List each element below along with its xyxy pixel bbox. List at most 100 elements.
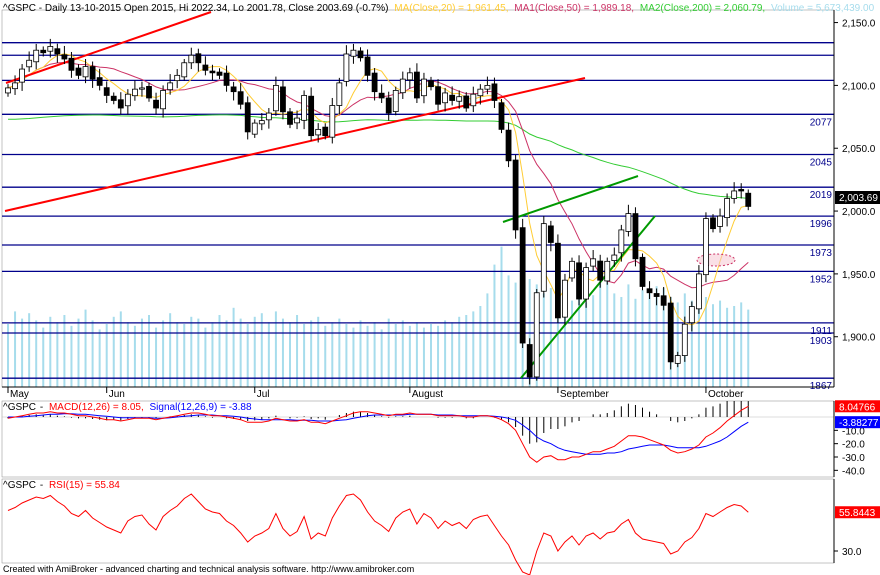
macd-value-tag-box — [835, 400, 880, 413]
signal-line — [8, 413, 749, 455]
trend-line-green-upper — [502, 175, 639, 223]
candle-body — [428, 80, 434, 88]
volume-bar — [465, 315, 468, 387]
volume-bar — [394, 324, 397, 387]
volume-bar — [253, 316, 256, 387]
candle-body — [47, 46, 54, 52]
volume-bar — [585, 302, 588, 387]
volume-bar — [21, 318, 24, 387]
candle-body — [646, 288, 653, 294]
candle-body — [632, 213, 639, 260]
rsi-value-tag: 55.8443 — [839, 508, 876, 519]
volume-bar — [500, 246, 503, 387]
level-label: 1911 — [810, 326, 832, 337]
candle-body — [251, 122, 258, 135]
candle-body — [103, 87, 110, 96]
candle-body — [738, 189, 745, 192]
volume-bar — [542, 293, 545, 387]
x-tick-label: Jul — [257, 389, 270, 400]
macd-tick-label: -10.0 — [842, 426, 865, 437]
price-tick-label: 1,950.0 — [842, 270, 876, 281]
volume-bar — [155, 327, 158, 387]
candle-body — [308, 95, 315, 137]
candle-body — [491, 83, 498, 101]
volume-bar — [592, 295, 595, 387]
volume-bar — [578, 288, 581, 387]
candle-body — [315, 128, 322, 136]
candle-body — [456, 96, 463, 102]
macd-tick-label: -20.0 — [842, 440, 865, 451]
candle-body — [265, 112, 272, 121]
candle-body — [364, 56, 371, 76]
volume-bar — [133, 325, 136, 387]
price-pane: 2,150.0 2,100.0 2,050.0 2,000.0 1,950.0 1,900… — [1, 3, 880, 392]
volume-bar — [620, 297, 623, 387]
candle-body — [329, 105, 336, 138]
volume-bar — [366, 325, 369, 387]
candle-body — [96, 77, 103, 86]
volume-bar — [733, 306, 736, 387]
level-label: 2019 — [810, 190, 833, 201]
volume-bar — [91, 320, 94, 387]
volume-bar — [303, 324, 306, 387]
volume-bar — [556, 297, 559, 387]
volume-bar — [162, 320, 165, 387]
price-tick-label: 1,900.0 — [842, 333, 876, 344]
candle-body — [604, 260, 611, 282]
candle-body — [611, 254, 618, 261]
volume-bar — [211, 322, 214, 387]
rsi-legend-rsi: RSI(15) = 55.84 — [49, 480, 120, 491]
candle-body — [470, 93, 477, 107]
macd-y-axis: -10.0 -20.0 -30.0 -40.0 — [833, 401, 865, 477]
volume-bar — [119, 311, 122, 387]
volume-bar — [726, 307, 729, 387]
candle-body — [540, 223, 547, 292]
price-tick-label: 2,150.0 — [842, 19, 876, 30]
candle-body — [674, 355, 681, 364]
volume-bar — [218, 315, 221, 387]
candle-body — [258, 120, 265, 125]
volume-bar — [267, 322, 270, 387]
rsi-value-tag-box — [835, 506, 880, 519]
candle-body — [280, 86, 286, 113]
rsi-legend: ^GSPC - RSI(15) = 55.84 — [3, 480, 120, 491]
level-label: 2077 — [810, 117, 833, 128]
volume-bar — [204, 327, 207, 387]
candle-body — [512, 159, 519, 231]
candle-body — [576, 262, 582, 300]
volume-bar — [613, 293, 616, 387]
candle-body — [336, 82, 343, 106]
candle-body — [75, 67, 82, 76]
candle-body — [731, 190, 738, 199]
candle-body — [449, 94, 456, 101]
close-price-marker: 2,003.69 — [835, 191, 880, 204]
candle-body — [68, 57, 75, 71]
volume-bar — [451, 322, 454, 387]
volume-bar — [655, 286, 658, 387]
volume-bar — [140, 318, 143, 387]
volume-bar — [641, 289, 644, 387]
candle-body — [209, 70, 216, 74]
price-legend-ma1: MA1(Close,50) = 1,989.18, — [514, 3, 634, 14]
x-tick-label: Jun — [109, 389, 125, 400]
macd-tick-label: -30.0 — [842, 453, 865, 464]
level-label: 1952 — [810, 274, 833, 285]
candle-body — [153, 99, 159, 109]
level-label: 1903 — [810, 336, 833, 347]
x-tick-label: September — [560, 389, 610, 400]
macd-lines — [7, 405, 749, 463]
candle-body — [681, 323, 688, 356]
trend-line-red-upper — [5, 11, 212, 84]
volume-bar — [274, 311, 277, 387]
volume-bar — [324, 325, 327, 387]
macd-value-tag-box — [835, 416, 880, 429]
candle-body — [477, 88, 484, 97]
volume-bars — [7, 246, 750, 387]
volume-bar — [70, 325, 73, 387]
candle-body — [294, 117, 300, 124]
volume-bar — [634, 298, 637, 387]
volume-bar — [422, 327, 425, 387]
candle-body — [174, 74, 181, 82]
